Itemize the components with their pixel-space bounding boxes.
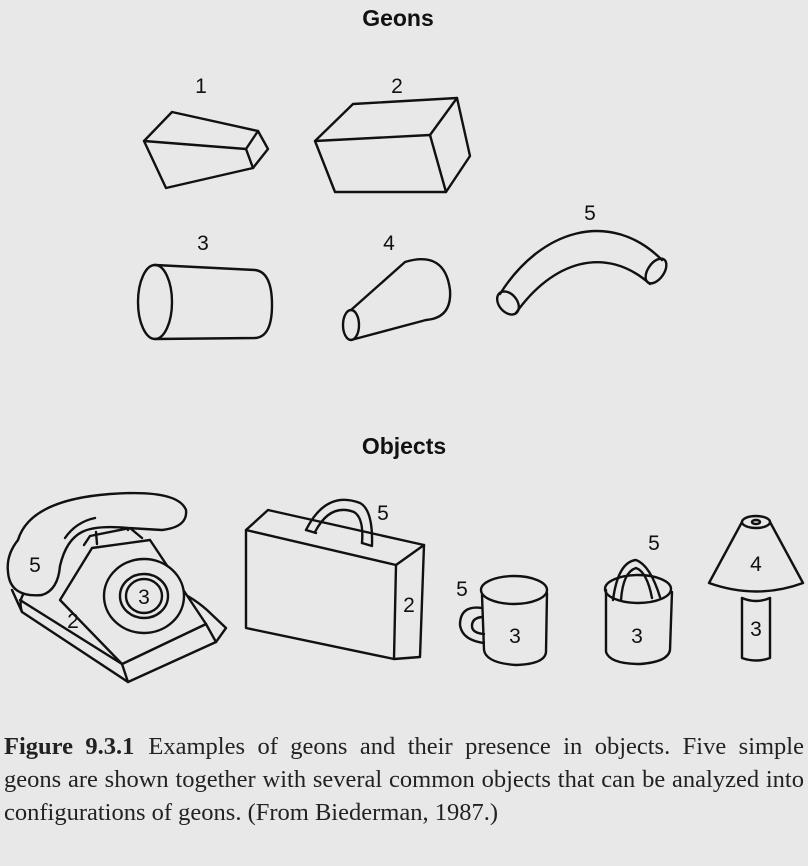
lamp-base-label: 3 <box>750 618 762 641</box>
geon-1-label: 1 <box>195 75 207 98</box>
geon-2-brick: 2 <box>313 75 472 194</box>
suitcase-object: 5 2 <box>244 498 426 661</box>
cup-handle-label: 5 <box>456 578 468 601</box>
geon-5-label: 5 <box>584 202 596 225</box>
objects-heading: Objects <box>361 433 447 459</box>
telephone-object: 5 2 3 <box>6 491 228 684</box>
caption-text: Examples of geons and their presence in … <box>4 733 804 826</box>
telephone-body-label: 2 <box>67 610 79 633</box>
geon-2-label: 2 <box>391 75 403 98</box>
pail-object: 5 3 <box>603 532 674 666</box>
caption-label: Figure 9.3.1 <box>4 733 135 760</box>
lamp-object: 4 3 <box>707 514 805 662</box>
telephone-dial-label: 3 <box>138 586 150 609</box>
pail-body-label: 3 <box>631 625 643 648</box>
geon-5-curved-tube: 5 <box>495 202 668 316</box>
geon-4-label: 4 <box>383 232 395 255</box>
lamp-shade-label: 4 <box>750 553 762 576</box>
cup-object: 5 3 <box>456 574 549 667</box>
geon-1-wedge: 1 <box>142 75 270 190</box>
pail-handle-label: 5 <box>648 532 660 555</box>
geon-3-cylinder: 3 <box>136 232 274 341</box>
geon-3-label: 3 <box>197 232 209 255</box>
figure-drawing: 1 2 3 4 5 <box>6 75 805 684</box>
suitcase-handle-label: 5 <box>377 502 389 525</box>
telephone-handset-label: 5 <box>29 554 41 577</box>
figure-caption: Figure 9.3.1 Examples of geons and their … <box>4 730 804 829</box>
geon-4-cone: 4 <box>341 232 452 342</box>
suitcase-body-label: 2 <box>403 594 415 617</box>
cup-body-label: 3 <box>509 625 521 648</box>
geons-heading: Geons <box>362 5 434 31</box>
